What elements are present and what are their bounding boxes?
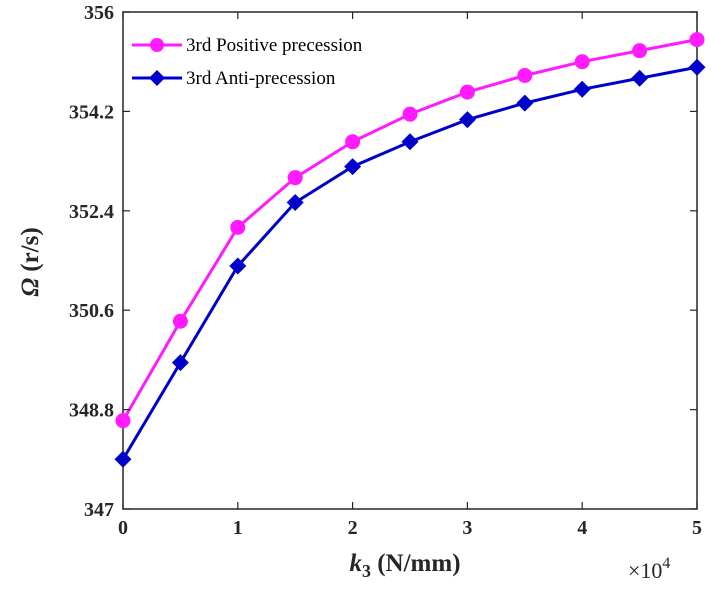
data-point [345,134,361,150]
data-point [286,194,304,212]
x-tick-label: 5 [692,517,702,539]
legend-marker-diamond [149,70,165,86]
legend-entry-positive: 3rd Positive precession [132,35,363,56]
data-point [631,69,649,87]
data-point [688,58,706,76]
data-point [344,158,362,176]
legend-label-anti: 3rd Anti-precession [186,68,336,89]
data-point [172,313,188,329]
x-exponent-label: ×104 [628,555,670,583]
legend-entry-anti: 3rd Anti-precession [132,68,336,89]
legend: 3rd Positive precession 3rd Anti-precess… [132,35,363,89]
data-point [287,170,303,186]
data-point [574,54,590,70]
y-tick-label: 356 [84,2,114,24]
legend-label-positive: 3rd Positive precession [186,35,363,56]
data-point [229,257,247,275]
y-axis-label: Ω (r/s) [17,227,44,296]
data-point [401,133,419,151]
data-point [689,32,705,48]
y-tick-label: 350.6 [69,300,114,322]
y-tick-label: 347 [84,499,114,521]
x-axis-ticks: 0 1 2 3 4 5 [118,12,702,539]
y-tick-label: 354.2 [69,101,114,123]
data-point [573,80,591,98]
legend-marker-circle [150,38,164,52]
x-axis-label: k3 (N/mm) [349,550,460,581]
series-positive-precession [115,32,705,429]
data-point [171,354,189,372]
data-point [516,94,534,112]
series-layer [114,32,706,468]
data-point [632,43,648,59]
x-tick-label: 0 [118,517,128,539]
y-tick-label: 348.8 [69,400,114,422]
data-point [115,413,131,429]
data-point [459,84,475,100]
data-point [402,106,418,122]
series-anti-precession [114,58,706,468]
x-tick-label: 1 [233,517,243,539]
x-tick-label: 3 [462,517,472,539]
data-point [517,68,533,84]
x-tick-label: 4 [577,517,587,539]
x-tick-label: 2 [348,517,358,539]
y-axis-ticks: 347 348.8 350.6 352.4 354.2 356 [69,2,697,521]
data-point [114,450,132,468]
y-tick-label: 352.4 [69,201,114,223]
data-point [230,219,246,235]
data-point [458,111,476,129]
